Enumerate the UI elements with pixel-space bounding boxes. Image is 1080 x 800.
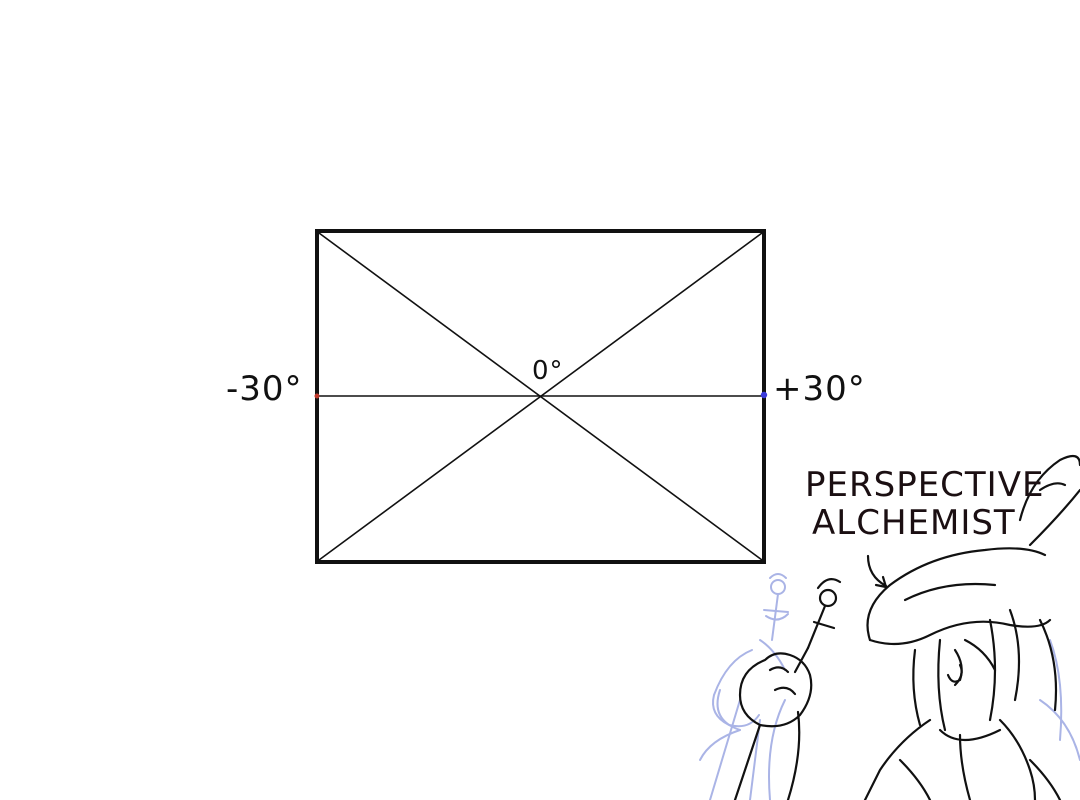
sketch-construction-lines <box>699 573 1080 800</box>
left-marker-dot <box>314 393 320 399</box>
hand <box>733 652 813 800</box>
angle-label-right: +30° <box>773 369 866 409</box>
pointer-arrow <box>866 554 888 589</box>
right-marker-dot <box>760 391 768 399</box>
perspective-diagram <box>314 229 768 564</box>
character-title-line-1: PERSPECTIVE <box>805 465 1045 505</box>
head <box>912 608 1058 732</box>
alchemist-character-sketch <box>733 454 1080 800</box>
angle-label-center: 0° <box>532 356 564 386</box>
hat <box>866 454 1080 646</box>
character-title-line-2: ALCHEMIST <box>812 503 1016 543</box>
angle-label-left: -30° <box>226 369 303 409</box>
staff <box>793 577 842 674</box>
collar-body <box>863 718 1062 800</box>
